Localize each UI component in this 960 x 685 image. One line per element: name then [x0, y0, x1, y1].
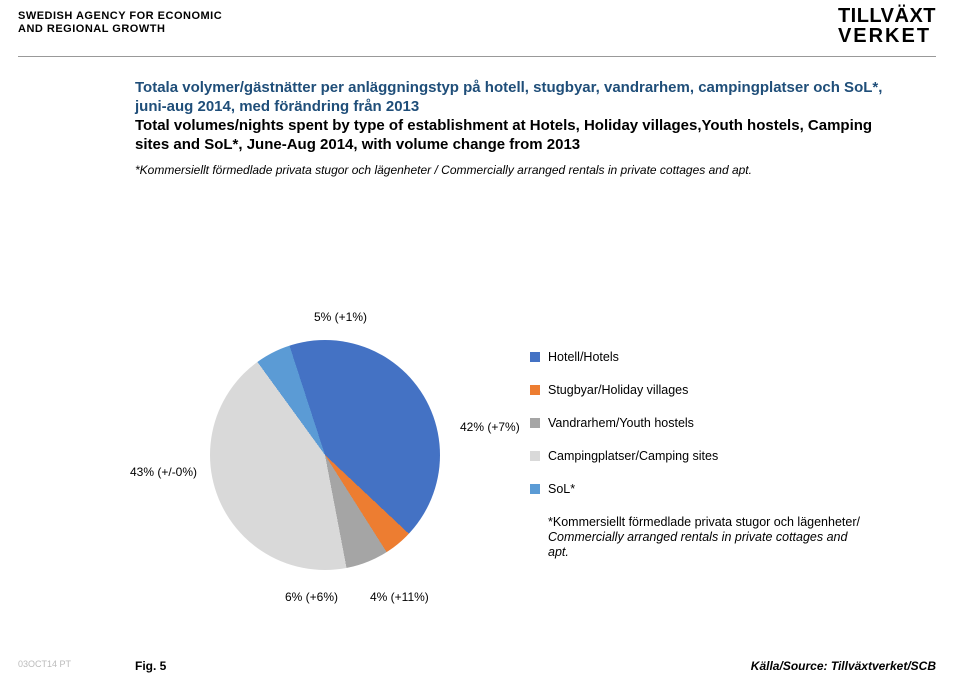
- legend-footnote-text: *Kommersiellt förmedlade privata stugor …: [548, 515, 868, 560]
- slice-label-hostels: 6% (+6%): [285, 590, 338, 604]
- legend-swatch: [530, 385, 540, 395]
- legend-label: SoL*: [548, 482, 575, 497]
- title-english: Total volumes/nights spent by type of es…: [135, 117, 872, 153]
- header-divider: [18, 56, 936, 57]
- brand-logo: TILLVÄXT VERKET: [838, 6, 936, 46]
- slide-footer: 03OCT14 PT Fig. 5 Källa/Source: Tillväxt…: [0, 659, 960, 677]
- footer-timestamp: 03OCT14 PT: [18, 659, 71, 669]
- pie-graphic: [210, 340, 440, 570]
- title-footnote: *Kommersiellt förmedlade privata stugor …: [135, 162, 900, 178]
- legend-item-camping: Campingplatser/Camping sites: [530, 449, 868, 464]
- chart-legend: Hotell/Hotels Stugbyar/Holiday villages …: [530, 350, 868, 578]
- slice-label-sol: 5% (+1%): [314, 310, 367, 324]
- logo-line2: VERKET: [838, 26, 936, 46]
- legend-item-sol: SoL*: [530, 482, 868, 497]
- legend-footnote-italic: Commercially arranged rentals in private…: [548, 530, 847, 559]
- legend-footnote-plain: *Kommersiellt förmedlade privata stugor …: [548, 515, 860, 529]
- legend-label: Vandrarhem/Youth hostels: [548, 416, 694, 431]
- footnote-plain: *Kommersiellt förmedlade privata stugor …: [135, 163, 441, 177]
- legend-item-hotels: Hotell/Hotels: [530, 350, 868, 365]
- footnote-italic: Commercially arranged rentals in private…: [441, 163, 752, 177]
- logo-line1: TILLVÄXT: [838, 6, 936, 26]
- legend-footnote: *Kommersiellt förmedlade privata stugor …: [530, 515, 868, 560]
- figure-number: Fig. 5: [135, 659, 166, 673]
- legend-swatch: [530, 484, 540, 494]
- slide-title: Totala volymer/gästnätter per anläggning…: [135, 78, 900, 178]
- legend-item-hostels: Vandrarhem/Youth hostels: [530, 416, 868, 431]
- legend-label: Campingplatser/Camping sites: [548, 449, 718, 464]
- agency-header: SWEDISH AGENCY FOR ECONOMIC AND REGIONAL…: [18, 10, 222, 36]
- legend-label: Stugbyar/Holiday villages: [548, 383, 688, 398]
- legend-label: Hotell/Hotels: [548, 350, 619, 365]
- legend-item-villages: Stugbyar/Holiday villages: [530, 383, 868, 398]
- slice-label-hotels: 42% (+7%): [460, 420, 520, 434]
- slice-label-villages: 4% (+11%): [370, 590, 429, 604]
- legend-swatch: [530, 418, 540, 428]
- title-swedish: Totala volymer/gästnätter per anläggning…: [135, 79, 882, 115]
- agency-line1: SWEDISH AGENCY FOR ECONOMIC: [18, 10, 222, 22]
- slice-label-camping: 43% (+/-0%): [130, 465, 197, 479]
- agency-line2: AND REGIONAL GROWTH: [18, 23, 165, 35]
- legend-swatch: [530, 451, 540, 461]
- pie-chart: 5% (+1%) 42% (+7%) 4% (+11%) 6% (+6%) 43…: [60, 300, 900, 640]
- pie-container: [210, 340, 440, 570]
- footer-source: Källa/Source: Tillväxtverket/SCB: [751, 659, 936, 673]
- legend-swatch: [530, 352, 540, 362]
